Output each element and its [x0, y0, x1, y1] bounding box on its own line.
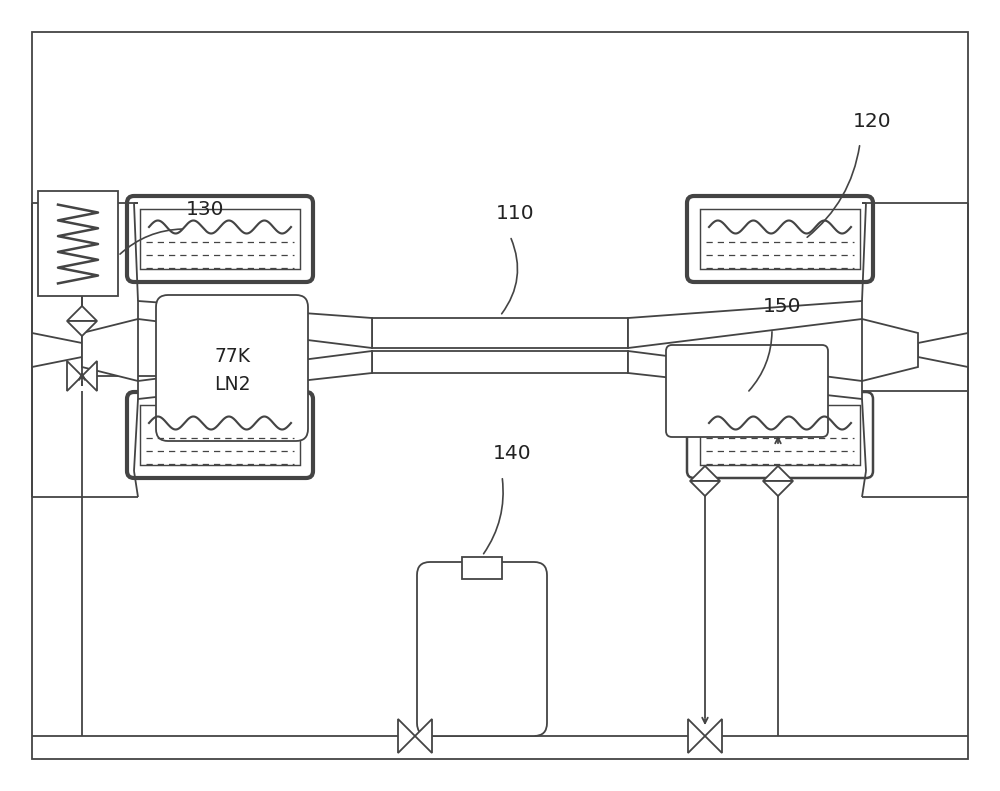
- Text: 77K: 77K: [214, 346, 250, 365]
- FancyBboxPatch shape: [687, 392, 873, 478]
- Bar: [462, 557, 502, 579]
- FancyBboxPatch shape: [156, 295, 308, 441]
- Polygon shape: [415, 719, 432, 753]
- FancyBboxPatch shape: [666, 345, 828, 437]
- Polygon shape: [138, 301, 372, 348]
- Text: 130: 130: [186, 200, 224, 219]
- Polygon shape: [32, 333, 82, 367]
- Polygon shape: [763, 466, 793, 481]
- FancyBboxPatch shape: [687, 196, 873, 282]
- Bar: [372, 351, 628, 373]
- Bar: [38, 191, 118, 296]
- Polygon shape: [688, 719, 705, 753]
- Polygon shape: [705, 719, 722, 753]
- Polygon shape: [82, 361, 97, 391]
- Polygon shape: [763, 481, 793, 496]
- Polygon shape: [918, 333, 968, 367]
- Text: 150: 150: [763, 297, 801, 316]
- Text: 140: 140: [493, 444, 531, 463]
- Polygon shape: [690, 481, 720, 496]
- Polygon shape: [82, 319, 138, 381]
- Polygon shape: [398, 719, 415, 753]
- Polygon shape: [138, 351, 372, 399]
- Bar: [700, 209, 860, 269]
- FancyBboxPatch shape: [127, 392, 313, 478]
- Polygon shape: [67, 306, 97, 321]
- Polygon shape: [862, 319, 918, 381]
- Polygon shape: [67, 321, 97, 336]
- Bar: [372, 318, 628, 348]
- Polygon shape: [628, 351, 862, 399]
- Polygon shape: [690, 466, 720, 481]
- Text: 110: 110: [496, 204, 534, 223]
- Bar: [700, 405, 860, 465]
- Bar: [140, 209, 300, 269]
- FancyBboxPatch shape: [127, 196, 313, 282]
- Bar: [140, 405, 300, 465]
- Text: 120: 120: [853, 112, 891, 131]
- Polygon shape: [67, 361, 82, 391]
- Polygon shape: [628, 301, 862, 348]
- Text: LN2: LN2: [214, 374, 250, 393]
- FancyBboxPatch shape: [417, 562, 547, 736]
